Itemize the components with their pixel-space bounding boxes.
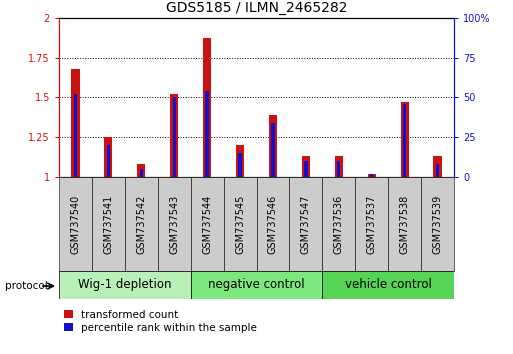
Bar (334, 156, 343, 177)
Text: GSM737538: GSM737538 (400, 194, 409, 253)
Text: GSM737546: GSM737546 (268, 194, 278, 253)
Bar (125, 177, 158, 271)
Bar (71, 69, 80, 177)
Text: GSM737542: GSM737542 (136, 194, 146, 253)
Bar (289, 177, 322, 271)
Bar (269, 115, 277, 177)
Bar (104, 137, 112, 177)
Bar (74, 94, 77, 177)
Bar (59, 177, 92, 271)
Bar (355, 177, 388, 271)
Bar (388, 177, 421, 271)
Bar (140, 169, 143, 177)
Bar (158, 177, 191, 271)
Bar (271, 123, 274, 177)
Bar (403, 104, 406, 177)
Bar (59, 271, 191, 299)
Bar (337, 161, 341, 177)
Text: GSM737540: GSM737540 (70, 194, 81, 253)
Bar (433, 156, 442, 177)
Bar (107, 145, 110, 177)
Bar (137, 164, 145, 177)
Text: GSM737536: GSM737536 (334, 194, 344, 253)
Bar (370, 174, 373, 177)
Bar (203, 38, 211, 177)
Text: vehicle control: vehicle control (345, 279, 431, 291)
Bar (322, 271, 454, 299)
Text: GSM737547: GSM737547 (301, 194, 311, 253)
Text: GSM737537: GSM737537 (367, 194, 377, 253)
Text: GSM737544: GSM737544 (202, 194, 212, 253)
Text: GSM737543: GSM737543 (169, 194, 179, 253)
Text: negative control: negative control (208, 279, 305, 291)
Bar (170, 94, 179, 177)
Bar (302, 156, 310, 177)
Bar (368, 174, 376, 177)
Bar (92, 177, 125, 271)
Bar (401, 102, 409, 177)
Bar (191, 271, 322, 299)
Title: GDS5185 / ILMN_2465282: GDS5185 / ILMN_2465282 (166, 1, 347, 15)
Text: Wig-1 depletion: Wig-1 depletion (78, 279, 171, 291)
Bar (172, 97, 176, 177)
Bar (304, 161, 307, 177)
Bar (256, 177, 289, 271)
Text: GSM737545: GSM737545 (235, 194, 245, 253)
Text: GSM737539: GSM737539 (432, 194, 443, 253)
Bar (239, 153, 242, 177)
Text: GSM737541: GSM737541 (104, 194, 113, 253)
Bar (322, 177, 355, 271)
Bar (421, 177, 454, 271)
Legend: transformed count, percentile rank within the sample: transformed count, percentile rank withi… (64, 310, 256, 333)
Text: protocol: protocol (5, 281, 48, 291)
Bar (436, 164, 439, 177)
Bar (206, 91, 209, 177)
Bar (191, 177, 224, 271)
Bar (236, 145, 244, 177)
Bar (224, 177, 256, 271)
